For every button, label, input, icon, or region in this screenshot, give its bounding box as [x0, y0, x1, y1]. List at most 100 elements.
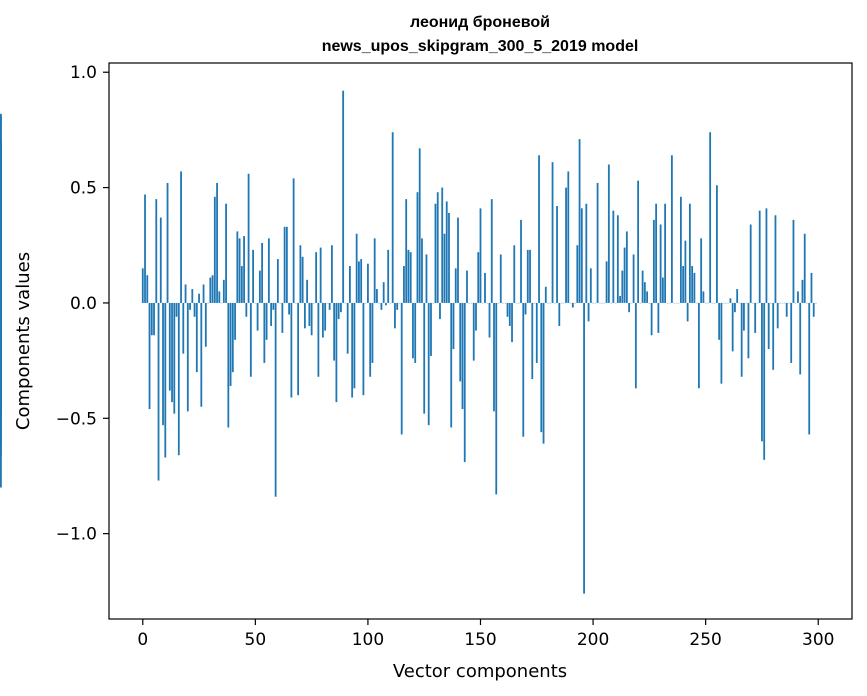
bar [283, 226, 286, 303]
x-tick-label: 300 [802, 630, 834, 650]
bar [774, 215, 777, 303]
bar [407, 249, 410, 303]
y-tick-label: 0.5 [70, 179, 97, 199]
bar [229, 302, 232, 386]
bar [396, 302, 399, 310]
bar [466, 270, 468, 303]
bar [749, 224, 752, 303]
bar [731, 302, 734, 352]
bar [427, 302, 430, 426]
bar [747, 302, 750, 359]
bar [743, 302, 745, 331]
bar [146, 275, 149, 303]
bar [276, 259, 279, 303]
bar [623, 247, 626, 303]
bar [801, 279, 804, 303]
bar [792, 219, 795, 303]
plot-frame [108, 62, 853, 620]
bar [421, 238, 423, 303]
bar [576, 245, 579, 303]
bar [785, 302, 788, 317]
bar [542, 302, 545, 444]
bar [511, 302, 513, 343]
bar [529, 249, 531, 303]
bar [204, 302, 207, 347]
bar [716, 185, 718, 303]
bar [308, 302, 311, 326]
bar [754, 302, 757, 333]
bar [682, 266, 685, 303]
bar [373, 238, 376, 303]
bar [319, 247, 322, 303]
bar [240, 266, 243, 303]
bar [661, 277, 664, 303]
bar [416, 192, 419, 303]
bar [578, 139, 581, 303]
bar [243, 236, 245, 303]
bar [252, 249, 254, 303]
bar [297, 302, 300, 396]
bar [664, 203, 667, 303]
y-tick-label: −0.5 [56, 409, 97, 429]
bar [513, 245, 516, 303]
bar [409, 252, 412, 303]
bar [0, 302, 2, 414]
bar [607, 164, 610, 303]
bar [362, 302, 365, 396]
bar [209, 277, 212, 303]
bar [544, 286, 547, 303]
bar [162, 302, 164, 426]
bar [520, 219, 522, 303]
bar [403, 266, 405, 303]
x-axis-ticks: 0 50 100 150 200 250 300 [137, 619, 834, 650]
bar [213, 196, 216, 303]
bar [621, 270, 624, 303]
bar [425, 254, 428, 303]
bar [772, 302, 775, 370]
bar [227, 302, 230, 428]
bar [526, 249, 529, 303]
bar [558, 302, 561, 326]
bar [659, 224, 662, 303]
bar [380, 302, 383, 310]
bar [643, 282, 646, 303]
bar [524, 302, 527, 315]
bar [698, 302, 700, 389]
bar [153, 302, 155, 336]
bar [382, 282, 385, 303]
bar [418, 148, 421, 303]
bar [580, 208, 583, 303]
x-tick-label: 100 [352, 630, 384, 650]
y-tick-label: 0.0 [70, 294, 97, 314]
bar [225, 203, 227, 303]
bar [472, 302, 475, 361]
bar [463, 302, 466, 463]
bar [290, 302, 293, 398]
bar [310, 302, 313, 336]
bar [567, 171, 570, 303]
bar [249, 302, 252, 377]
bar [679, 196, 682, 303]
bar [274, 302, 277, 497]
bar [285, 226, 288, 303]
bar [641, 270, 644, 303]
bar [729, 298, 732, 303]
bar [538, 155, 540, 303]
bar [315, 252, 318, 303]
chart-subtitle: news_upos_skipgram_300_5_2019 model [322, 38, 639, 55]
bar [180, 171, 182, 303]
bar [337, 302, 340, 320]
bar [634, 302, 637, 389]
bar [369, 302, 372, 377]
bar [303, 302, 306, 329]
bar [186, 302, 189, 412]
bar [632, 254, 635, 303]
bar [709, 132, 712, 303]
bar [231, 302, 234, 373]
bar [166, 182, 169, 303]
bar [306, 279, 309, 303]
bar [353, 302, 356, 389]
bar [216, 182, 218, 303]
bar [506, 302, 509, 317]
